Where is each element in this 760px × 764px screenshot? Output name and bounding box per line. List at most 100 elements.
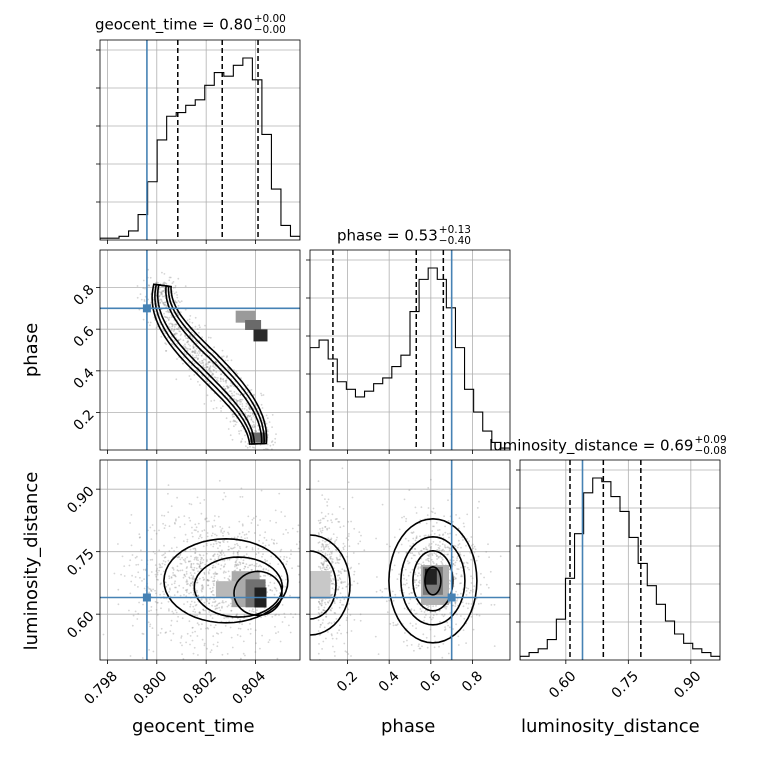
sample-point <box>243 614 246 617</box>
sample-point <box>174 574 176 577</box>
sample-point <box>454 601 457 604</box>
sample-point <box>195 529 197 532</box>
sample-point <box>217 602 220 605</box>
sample-point <box>197 380 199 383</box>
sample-point <box>320 557 323 560</box>
sample-point <box>412 542 415 545</box>
sample-point <box>205 363 208 365</box>
sample-point <box>157 282 160 284</box>
sample-point <box>250 419 253 421</box>
sample-point <box>241 496 244 498</box>
sample-point <box>197 350 200 353</box>
sample-point <box>480 593 482 595</box>
sample-point <box>169 587 171 590</box>
sample-point <box>460 574 463 576</box>
sample-point <box>296 565 299 567</box>
sample-point <box>221 527 224 530</box>
sample-point <box>429 519 432 522</box>
sample-point <box>162 282 165 285</box>
sample-point <box>202 554 205 557</box>
sample-point <box>202 608 205 611</box>
sample-point <box>166 316 169 319</box>
sample-point <box>270 441 273 443</box>
sample-point <box>269 444 272 447</box>
sample-point <box>161 300 163 303</box>
sample-point <box>471 591 474 593</box>
sample-point <box>333 588 336 591</box>
sample-point <box>275 575 277 577</box>
sample-point <box>185 353 187 356</box>
sample-point <box>275 542 278 545</box>
ylabel-phase: phase <box>21 322 42 378</box>
sample-point <box>207 361 210 364</box>
sample-point <box>130 544 133 547</box>
sample-point <box>408 561 411 564</box>
sample-point <box>168 300 170 303</box>
sample-point <box>438 609 441 612</box>
sample-point <box>172 286 175 289</box>
sample-point <box>345 586 348 588</box>
sample-point <box>188 560 190 563</box>
sample-point <box>235 392 238 395</box>
sample-point <box>326 568 329 571</box>
sample-point <box>276 657 279 660</box>
sample-point <box>345 537 348 539</box>
sample-point <box>392 621 395 624</box>
sample-point <box>160 293 163 296</box>
sample-point <box>160 627 163 630</box>
sample-point <box>375 537 377 540</box>
sample-point <box>330 574 333 577</box>
sample-point <box>239 627 242 630</box>
sample-point <box>203 601 206 604</box>
sample-point <box>227 386 230 389</box>
sample-point <box>193 601 196 604</box>
sample-point <box>205 544 208 547</box>
sample-point <box>427 534 430 537</box>
sample-point <box>336 559 339 561</box>
sample-point <box>233 394 236 397</box>
sample-point <box>184 533 187 536</box>
sample-point <box>197 570 199 573</box>
sample-point <box>463 554 465 557</box>
sample-point <box>228 620 231 623</box>
sample-point <box>130 580 133 583</box>
sample-point <box>327 601 330 604</box>
sample-point <box>209 614 212 617</box>
sample-point <box>179 311 182 314</box>
sample-point <box>163 315 166 318</box>
sample-point <box>191 535 194 538</box>
sample-point <box>265 539 268 542</box>
sample-point <box>173 574 176 576</box>
sample-point <box>258 429 260 431</box>
sample-point <box>195 526 198 529</box>
sample-point <box>186 601 189 603</box>
sample-point <box>320 611 323 614</box>
sample-point <box>261 407 264 409</box>
sample-point <box>216 553 219 556</box>
sample-point <box>330 557 332 560</box>
sample-point <box>253 426 256 429</box>
sample-point <box>414 613 417 615</box>
sample-point <box>402 574 405 577</box>
sample-point <box>433 635 436 638</box>
sample-point <box>431 553 433 555</box>
sample-point <box>189 566 192 568</box>
sample-point <box>162 553 165 556</box>
sample-point <box>330 571 333 574</box>
sample-point <box>216 604 219 606</box>
sample-point <box>487 543 489 546</box>
sample-point <box>217 563 220 566</box>
sample-point <box>201 588 204 590</box>
sample-point <box>448 536 450 539</box>
sample-point <box>265 422 268 425</box>
sample-point <box>438 529 441 531</box>
sample-point <box>212 564 215 567</box>
sample-point <box>281 604 284 606</box>
sample-point <box>247 407 250 409</box>
sample-point <box>262 567 265 570</box>
sample-point <box>168 525 171 528</box>
sample-point <box>251 412 254 414</box>
sample-point <box>243 407 246 410</box>
sample-point <box>180 637 183 639</box>
sample-point <box>217 555 220 558</box>
